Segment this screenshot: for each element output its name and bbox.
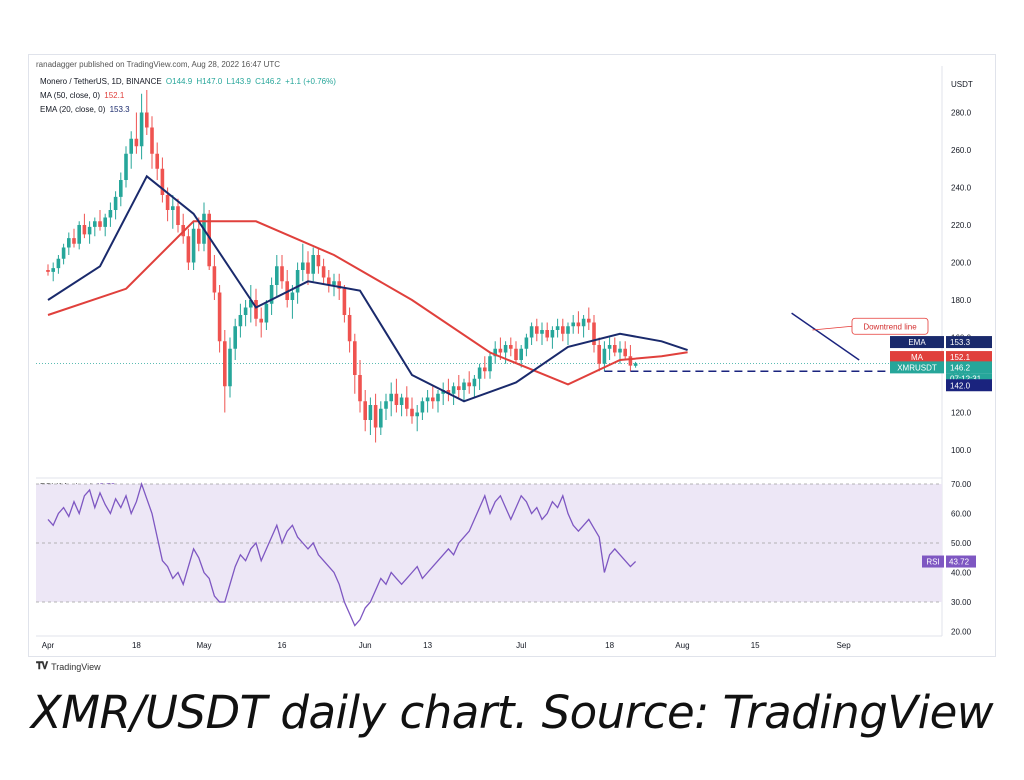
publisher-note: ranadagger published on TradingView.com,…: [36, 60, 281, 69]
rsi-legend: RSI (14, close) 43.72: [40, 482, 115, 491]
tv-logo-icon: 𝐓𝐕: [36, 661, 48, 672]
rsi-legend-value: 43.72: [95, 482, 116, 491]
caption: XMR/USDT daily chart. Source: TradingVie…: [30, 686, 994, 739]
symbol-name: Monero / TetherUS, 1D, BINANCE: [40, 77, 162, 86]
open-value: O144.9: [165, 77, 193, 86]
close-value: C146.2: [255, 77, 281, 86]
ma-legend-label: MA (50, close, 0): [40, 91, 101, 100]
change-value: +1.1 (+0.76%): [285, 77, 336, 86]
ema-legend: EMA (20, close, 0) 153.3: [40, 105, 130, 114]
high-value: H147.0: [196, 77, 223, 86]
rsi-legend-label: RSI (14, close): [40, 482, 93, 491]
tradingview-logo: 𝐓𝐕 TradingView: [36, 661, 101, 672]
low-value: L143.9: [226, 77, 251, 86]
ma-legend-value: 152.1: [104, 91, 125, 100]
chart-frame: [28, 54, 996, 657]
tv-logo-text: TradingView: [51, 661, 101, 672]
symbol-legend: Monero / TetherUS, 1D, BINANCE O144.9 H1…: [40, 77, 336, 86]
ema-legend-value: 153.3: [109, 105, 130, 114]
ema-legend-label: EMA (20, close, 0): [40, 105, 106, 114]
ma-legend: MA (50, close, 0) 152.1: [40, 91, 124, 100]
